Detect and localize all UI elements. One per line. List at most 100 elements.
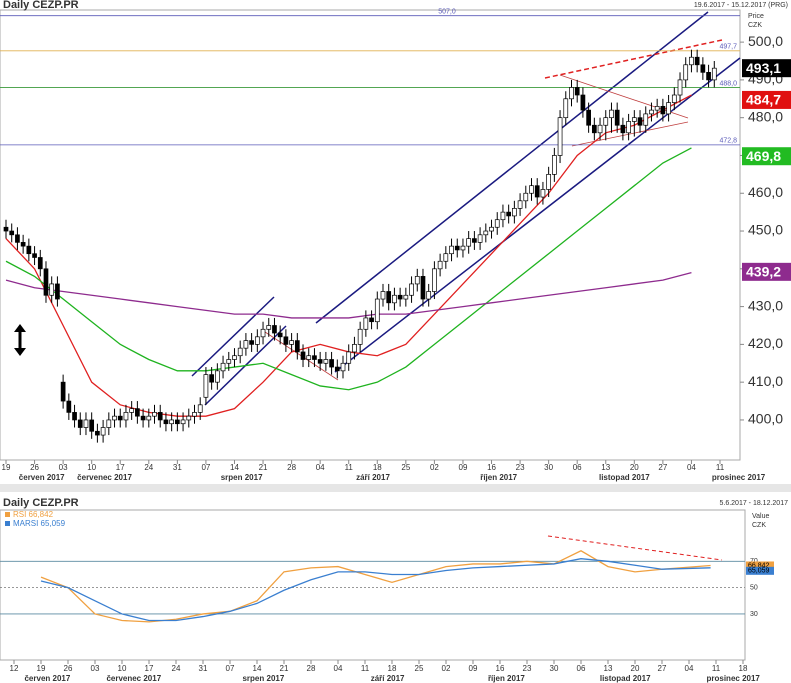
candle-body xyxy=(392,294,397,304)
x-tick-label: 25 xyxy=(401,463,410,472)
price-axis-label: Price xyxy=(748,13,764,20)
candle-body xyxy=(352,344,357,353)
x-tick-label: 11 xyxy=(716,463,725,472)
candle-body xyxy=(506,211,512,217)
last-value-box xyxy=(746,561,774,570)
last-value-label: 469,8 xyxy=(746,148,781,164)
x-tick-label: 11 xyxy=(345,463,354,472)
candle-body xyxy=(272,325,277,334)
candle-body xyxy=(15,234,20,243)
x-tick-label: 18 xyxy=(388,664,397,673)
price-axis-unit: CZK xyxy=(748,22,762,29)
candle-body xyxy=(226,359,232,364)
candle-body xyxy=(649,109,654,115)
month-label: říjen 2017 xyxy=(480,473,517,482)
candle-body xyxy=(363,317,369,330)
y-tick-label: 30 xyxy=(750,611,758,618)
candle-body xyxy=(123,412,129,421)
x-tick-label: 09 xyxy=(459,463,468,472)
candle-body xyxy=(340,362,346,372)
y-tick-label: 400,0 xyxy=(748,411,783,427)
x-tick-label: 07 xyxy=(201,463,210,472)
candle-body xyxy=(631,117,637,122)
candle-body xyxy=(32,253,37,258)
candle-body xyxy=(152,412,157,417)
candle-body xyxy=(140,415,146,421)
candle-body xyxy=(89,419,95,432)
candle-body xyxy=(300,351,306,360)
x-tick-label: 14 xyxy=(230,463,239,472)
candle-body xyxy=(420,276,426,300)
month-label: září 2017 xyxy=(371,674,405,683)
y-tick-label: 460,0 xyxy=(748,184,783,200)
x-tick-label: 04 xyxy=(687,463,696,472)
candle-body xyxy=(397,294,403,300)
candle-body xyxy=(192,412,197,417)
candle-body xyxy=(517,200,523,209)
x-tick-label: 31 xyxy=(173,463,182,472)
x-tick-label: 31 xyxy=(199,664,208,673)
candle-body xyxy=(643,113,649,126)
candle-body xyxy=(552,155,557,175)
candle-body xyxy=(72,412,77,421)
candle-body xyxy=(329,359,334,368)
month-label: listopad 2017 xyxy=(600,674,651,683)
month-label: červenec 2017 xyxy=(77,473,132,482)
candle-body xyxy=(523,192,529,202)
resize-icon xyxy=(14,324,26,356)
candle-body xyxy=(66,400,72,413)
trend-lines xyxy=(191,11,741,406)
level-label: 507,0 xyxy=(438,9,456,16)
candle-body xyxy=(283,336,289,345)
candle-body xyxy=(129,408,135,413)
x-tick-label: 21 xyxy=(280,664,289,673)
x-tick-label: 24 xyxy=(144,463,153,472)
x-tick-label: 18 xyxy=(739,664,748,673)
last-value-box xyxy=(742,90,791,109)
candle-body xyxy=(374,298,380,323)
x-tick-label: 13 xyxy=(601,463,610,472)
x-tick-label: 16 xyxy=(487,463,496,472)
candle-body xyxy=(157,412,163,421)
price-title: Daily CEZP.PR xyxy=(3,0,79,11)
x-tick-label: 30 xyxy=(550,664,559,673)
trend-line xyxy=(315,11,709,324)
y-tick-label: 410,0 xyxy=(748,373,783,389)
month-label: červenec 2017 xyxy=(106,674,161,683)
candle-body xyxy=(334,366,340,372)
candle-body xyxy=(9,230,15,236)
candle-body xyxy=(700,64,706,73)
x-tick-label: 16 xyxy=(496,664,505,673)
candle-body xyxy=(660,105,666,115)
month-label: září 2017 xyxy=(356,473,390,482)
x-tick-label: 28 xyxy=(307,664,316,673)
candle-body xyxy=(260,328,266,338)
x-tick-label: 04 xyxy=(685,664,694,673)
candle-body xyxy=(614,109,620,126)
candle-body xyxy=(449,245,454,255)
x-tick-label: 10 xyxy=(87,463,96,472)
candle-body xyxy=(637,117,643,126)
candle-body xyxy=(175,419,180,425)
month-label: prosinec 2017 xyxy=(707,674,761,683)
last-value-label: 439,2 xyxy=(746,264,781,280)
candle-body xyxy=(620,124,626,134)
candle-body xyxy=(243,340,249,349)
candle-body xyxy=(203,374,209,398)
month-label: červen 2017 xyxy=(24,674,70,683)
candle-body xyxy=(180,419,186,425)
candle-body xyxy=(426,291,432,300)
candle-body xyxy=(574,87,580,96)
candle-body xyxy=(483,230,489,236)
candle-body xyxy=(540,189,546,198)
x-tick-label: 30 xyxy=(544,463,553,472)
candle-body xyxy=(677,79,683,96)
candle-body xyxy=(489,226,494,232)
rsi-divergence-line xyxy=(547,535,723,561)
candle-body xyxy=(443,253,449,262)
candle-body xyxy=(563,98,569,119)
candle-body xyxy=(557,117,563,156)
x-tick-label: 07 xyxy=(226,664,235,673)
candle-body xyxy=(49,283,55,296)
x-tick-label: 24 xyxy=(172,664,181,673)
